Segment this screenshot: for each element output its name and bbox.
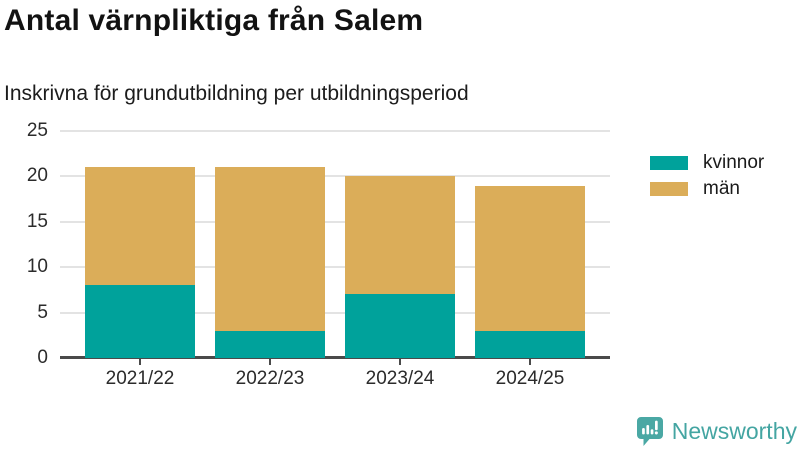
bar-2021-22-kvinnor [85, 285, 195, 358]
legend-swatch-kvinnor [650, 156, 688, 170]
newsworthy-logo: Newsworthy [636, 416, 797, 447]
legend-item-kvinnor: kvinnor [650, 150, 764, 176]
bar-2022-23-kvinnor [215, 330, 325, 358]
legend-label-män: män [703, 178, 740, 199]
x-tick-2022-23 [269, 358, 271, 365]
y-tick-label-0: 0 [37, 347, 48, 368]
bar-2023-24-män [345, 176, 455, 295]
x-tick-2023-24 [399, 358, 401, 365]
newsworthy-wordmark: Newsworthy [671, 418, 797, 444]
y-tick-label-20: 20 [26, 165, 48, 187]
bar-2024-25-män [475, 185, 585, 331]
y-tick-label-10: 10 [26, 256, 48, 278]
y-tick-label-5: 5 [37, 301, 48, 323]
x-tick-label-2024-25: 2024/25 [495, 368, 565, 389]
bar-2021-22-män [85, 167, 195, 286]
y-tick-label-15: 15 [26, 210, 48, 232]
bar-2023-24-kvinnor [345, 294, 455, 358]
gridline-15 [60, 220, 610, 223]
legend: kvinnor män [650, 150, 764, 202]
bar-2024-25-kvinnor [475, 330, 585, 358]
plot-area: 0 5 10 15 20 25 2021/22 2022/23 2023/24 2024/25 [27, 120, 610, 389]
legend-label-kvinnor: kvinnor [703, 152, 765, 173]
y-tick-label-25: 25 [26, 120, 48, 141]
x-tick-label-2022-23: 2022/23 [235, 368, 305, 389]
legend-item-män: män [650, 176, 764, 202]
x-tick-label-2021-22: 2021/22 [105, 368, 175, 389]
gridline-25 [60, 130, 610, 132]
x-axis-line [60, 356, 610, 359]
gridline-20 [60, 175, 610, 178]
newsworthy-bubble-chart-icon [636, 417, 663, 446]
chart-subtitle: Inskrivna för grundutbildning per utbild… [4, 82, 469, 105]
legend-swatch-män [650, 182, 688, 196]
chart-title: Antal värnpliktiga från Salem [4, 4, 424, 37]
gridline-10 [60, 266, 610, 269]
x-tick-2024-25 [529, 358, 531, 365]
gridline-5 [60, 311, 610, 314]
bar-2022-23-män [215, 167, 325, 331]
x-tick-label-2023-24: 2023/24 [365, 368, 435, 389]
x-tick-2021-22 [139, 358, 141, 365]
